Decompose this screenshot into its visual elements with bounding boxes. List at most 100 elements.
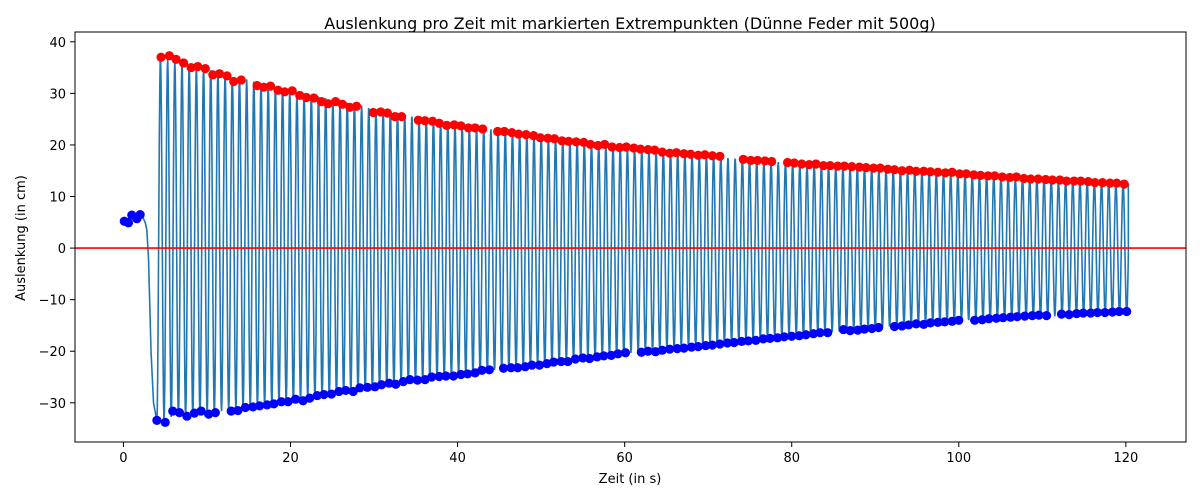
minima-point [991, 313, 1001, 323]
maxima-point [1112, 178, 1122, 188]
maxima-point [615, 142, 625, 153]
x-tick-label: 120 [1113, 451, 1138, 466]
maxima-point [463, 123, 474, 133]
minima-point [954, 315, 964, 325]
minima-point [174, 408, 185, 418]
minima-point [613, 349, 623, 359]
minima-point [412, 375, 423, 385]
maxima-point [1090, 177, 1100, 188]
minima-point [319, 389, 329, 400]
maxima-point [1011, 172, 1022, 182]
minima-point [1012, 312, 1022, 322]
maxima-point [564, 136, 574, 146]
maxima-point [665, 148, 675, 158]
minima-point [758, 334, 768, 344]
minima-point [160, 417, 170, 427]
minima-point [283, 397, 293, 407]
maxima-point [156, 52, 166, 62]
maxima-point [557, 136, 567, 146]
maxima-point [1097, 177, 1108, 188]
maxima-point [442, 120, 452, 130]
minima-point [1086, 308, 1096, 318]
maxima-point [171, 54, 181, 64]
maxima-point [382, 108, 393, 118]
chart-title: Auslenkung pro Zeit mit markierten Extre… [324, 14, 935, 33]
maxima-point [478, 124, 488, 134]
maxima-point [925, 167, 935, 177]
maxima-point [854, 162, 864, 172]
maxima-point [222, 71, 232, 81]
maxima-point [470, 123, 480, 133]
maxima-point [236, 75, 246, 85]
minima-point [434, 371, 444, 382]
minima-point [152, 415, 162, 425]
maxima-point [650, 145, 660, 155]
minima-point [1056, 309, 1067, 319]
maxima-point [571, 137, 581, 147]
maxima-point [456, 121, 466, 131]
minima-point [240, 402, 251, 413]
maxima-markers [156, 51, 1129, 189]
x-tick-label: 40 [449, 451, 466, 466]
maxima-point [861, 163, 871, 173]
minima-point [1041, 311, 1052, 321]
minima-point [925, 318, 935, 328]
maxima-point [911, 166, 921, 176]
y-tick-label: 30 [49, 87, 66, 102]
minima-point [448, 371, 459, 381]
minima-point [686, 342, 697, 352]
minima-point [679, 343, 689, 353]
maxima-point [214, 69, 225, 79]
minima-point [534, 360, 545, 370]
maxima-point [969, 170, 979, 180]
maxima-point [1069, 176, 1079, 186]
maxima-point [635, 144, 646, 154]
maxima-point [200, 64, 210, 74]
maxima-point [1041, 174, 1051, 185]
minima-point [233, 405, 243, 416]
maxima-point [997, 172, 1007, 182]
maxima-point [883, 164, 893, 174]
maxima-point [585, 139, 596, 150]
minima-point [1064, 310, 1074, 320]
y-axis-title: Auslenkung (in cm) [14, 175, 29, 301]
maxima-point [337, 99, 347, 109]
maxima-point [287, 86, 297, 96]
maxima-point [933, 167, 943, 177]
maxima-point [804, 159, 814, 170]
maxima-point [983, 171, 993, 181]
minima-point [970, 315, 980, 325]
maxima-point [671, 148, 682, 158]
minima-point [456, 369, 466, 380]
maxima-point [1061, 176, 1072, 186]
minima-point [1071, 308, 1082, 319]
minima-point [1027, 311, 1037, 321]
maxima-point [193, 61, 203, 72]
minima-point [269, 399, 279, 409]
minima-point [722, 338, 733, 348]
maxima-point [413, 115, 423, 125]
minima-point [1020, 311, 1030, 321]
minima-point [984, 314, 994, 324]
maxima-point [818, 160, 829, 171]
maxima-point [715, 151, 725, 161]
maxima-point [847, 162, 857, 172]
minima-point [729, 337, 739, 348]
maxima-point [746, 155, 756, 166]
minima-point [527, 360, 537, 370]
minima-point [911, 319, 921, 329]
minima-point [513, 363, 523, 373]
maxima-point [1005, 172, 1015, 183]
maxima-point [499, 126, 509, 137]
minima-point [570, 354, 580, 364]
minima-point [751, 335, 761, 345]
maxima-point [975, 170, 986, 180]
minima-point [665, 344, 675, 354]
maxima-point [1026, 174, 1036, 184]
minima-point [391, 379, 401, 389]
minima-point [737, 336, 747, 347]
y-tick-label: −30 [39, 397, 66, 412]
maxima-point [947, 167, 957, 177]
maxima-point [833, 161, 843, 171]
